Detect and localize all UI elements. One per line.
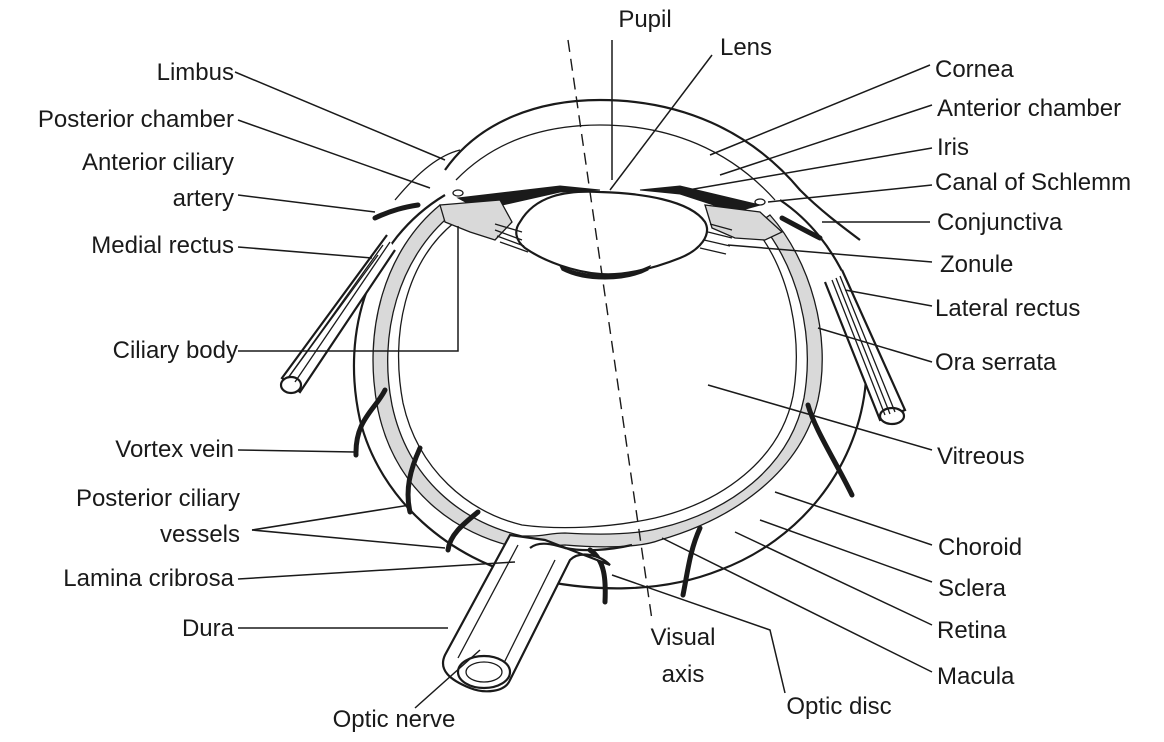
label-anterior-ciliary-artery-2: artery [173, 185, 234, 212]
label-choroid: Choroid [938, 534, 1022, 561]
vortex-vein-right [805, 402, 855, 498]
eye-illustration [279, 39, 907, 693]
iris-right [639, 185, 762, 213]
label-ora-serrata: Ora serrata [935, 349, 1057, 376]
optic-nerve-shape [442, 533, 611, 693]
label-retina: Retina [937, 617, 1007, 644]
anterior-ciliary-artery-right [779, 215, 823, 241]
label-lens: Lens [720, 34, 772, 61]
label-posterior-ciliary-vessels-1: Posterior ciliary [76, 485, 240, 512]
posterior-ciliary-vessel-4 [587, 547, 608, 605]
ciliary-body-right [704, 204, 784, 241]
lens-posterior-shading [558, 264, 652, 280]
label-pupil: Pupil [618, 6, 671, 33]
cornea-inner [455, 124, 776, 201]
label-vortex-vein: Vortex vein [115, 436, 234, 463]
label-cornea: Cornea [935, 56, 1014, 83]
leader-lines [234, 40, 933, 709]
label-lateral-rectus: Lateral rectus [935, 295, 1080, 322]
posterior-ciliary-vessel-2 [445, 509, 481, 553]
label-dura: Dura [182, 615, 235, 642]
posterior-ciliary-vessel-3 [680, 525, 703, 598]
vortex-vein-left [353, 387, 388, 458]
medial-rectus-muscle [279, 234, 396, 395]
label-macula: Macula [937, 663, 1015, 690]
optic-disc [529, 542, 633, 552]
canal-of-schlemm-left [452, 189, 464, 197]
label-canal-of-schlemm: Canal of Schlemm [935, 169, 1131, 196]
label-medial-rectus: Medial rectus [91, 232, 234, 259]
posterior-ciliary-vessel-1 [405, 445, 423, 515]
lens-outline [515, 190, 708, 276]
anterior-ciliary-artery [372, 202, 421, 221]
visual-axis-line [567, 39, 653, 621]
cornea-outline [444, 98, 861, 241]
label-anterior-ciliary-artery-1: Anterior ciliary [82, 149, 234, 176]
label-posterior-ciliary-vessels-2: vessels [160, 521, 240, 548]
label-zonule: Zonule [940, 251, 1013, 278]
label-limbus: Limbus [157, 59, 234, 86]
canal-of-schlemm-right [754, 198, 766, 206]
label-optic-disc: Optic disc [786, 693, 891, 720]
label-iris: Iris [937, 134, 969, 161]
label-anterior-chamber: Anterior chamber [937, 95, 1121, 122]
choroid-layer [372, 204, 823, 549]
ciliary-body-left [439, 199, 513, 241]
label-visual-axis-1: Visual [651, 624, 716, 651]
label-vitreous: Vitreous [937, 443, 1025, 470]
retina-line [397, 221, 797, 529]
label-conjunctiva: Conjunctiva [937, 209, 1063, 236]
label-posterior-chamber: Posterior chamber [38, 106, 234, 133]
zonule-fibers [494, 223, 733, 255]
label-sclera: Sclera [938, 575, 1007, 602]
lateral-rectus-muscle [823, 269, 907, 426]
labels: Pupil Lens Limbus Posterior chamber Ante… [38, 6, 1131, 733]
label-visual-axis-2: axis [662, 661, 705, 688]
label-lamina-cribrosa: Lamina cribrosa [63, 565, 234, 592]
label-optic-nerve: Optic nerve [333, 706, 456, 733]
label-ciliary-body: Ciliary body [113, 337, 238, 364]
conjunctiva-outline [394, 149, 461, 201]
